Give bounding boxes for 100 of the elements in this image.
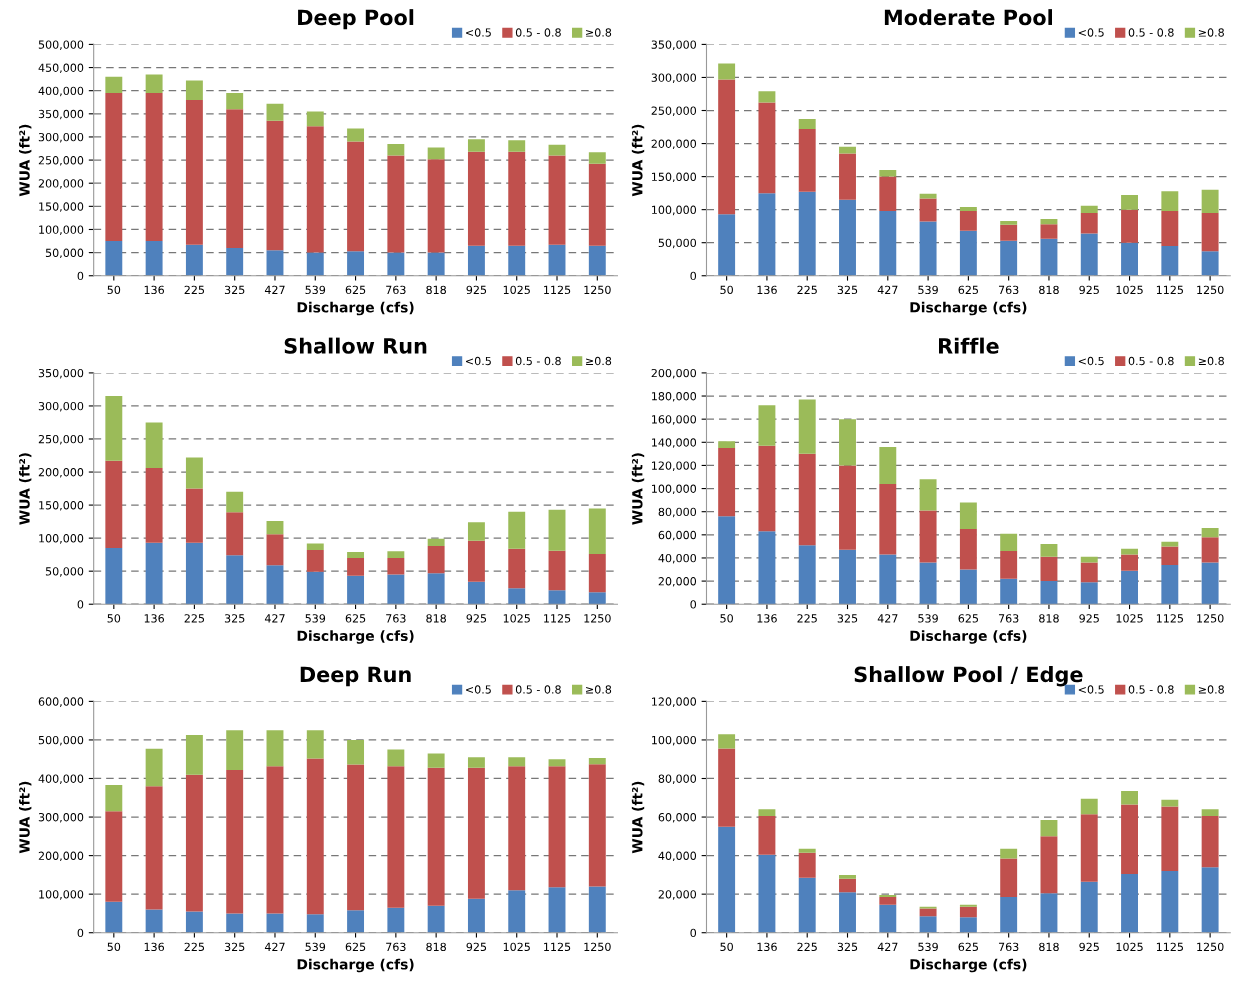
bar (758, 102, 776, 194)
bar (347, 251, 365, 276)
legend-label: <0.5 (1078, 28, 1104, 37)
bar (839, 874, 856, 879)
bar (798, 852, 816, 878)
x-tick-label: 325 (837, 285, 858, 295)
y-tick-label: 400,000 (38, 774, 84, 785)
bar (798, 453, 816, 546)
bar (839, 878, 856, 893)
bar (548, 244, 566, 276)
bar (427, 538, 445, 547)
bar (919, 562, 937, 605)
bar (919, 510, 937, 563)
bar (467, 581, 485, 605)
bar (508, 588, 526, 605)
y-tick-label: 300,000 (38, 132, 84, 143)
x-tick-label: 625 (958, 614, 979, 623)
bar (718, 214, 736, 276)
bar (718, 448, 736, 517)
bar (347, 552, 365, 558)
bar (306, 914, 324, 933)
x-tick-label: 539 (918, 614, 938, 623)
y-tick-label: 250,000 (38, 434, 84, 445)
bar (508, 766, 526, 891)
x-tick-label: 225 (184, 285, 205, 295)
x-tick-label: 50 (720, 942, 733, 952)
y-tick-label: 400,000 (38, 86, 84, 97)
bar (427, 147, 445, 160)
bar (1040, 819, 1058, 837)
y-tick-label: 80,000 (658, 507, 697, 518)
y-tick-label: 0 (690, 271, 697, 281)
y-tick-label: 160,000 (652, 415, 697, 425)
bar (758, 405, 776, 446)
x-tick-label: 50 (107, 285, 121, 295)
legend-label: <0.5 (466, 356, 491, 366)
bar (758, 193, 776, 276)
bar (798, 877, 816, 933)
bar (588, 152, 606, 164)
bar (467, 540, 485, 582)
x-tick-label: 763 (998, 285, 1019, 295)
x-tick-label: 427 (877, 285, 898, 294)
bar (105, 92, 123, 242)
bar (548, 509, 566, 551)
bar (306, 543, 324, 551)
bar (145, 241, 163, 276)
x-tick-label: 763 (386, 614, 406, 623)
y-tick-label: 250,000 (651, 106, 697, 117)
x-tick-label: 818 (426, 285, 446, 295)
y-tick-label: 600,000 (38, 697, 84, 707)
bar (1040, 893, 1058, 933)
bar (588, 163, 606, 246)
x-tick-label: 325 (224, 285, 245, 295)
bar (306, 111, 324, 127)
bar (839, 153, 856, 200)
x-tick-label: 1025 (503, 285, 530, 295)
bar (839, 199, 856, 276)
legend-label: ≥0.8 (586, 685, 612, 694)
x-tick-label: 1125 (1156, 285, 1183, 295)
chart-title: Riffle (939, 337, 999, 354)
bar (718, 748, 736, 827)
x-tick-label: 427 (264, 614, 285, 623)
chart-title: Moderate Pool (884, 9, 1053, 26)
bar (306, 730, 324, 759)
bar (105, 901, 123, 933)
bar (306, 126, 324, 253)
bar (266, 534, 284, 566)
y-tick-label: 120,000 (652, 461, 697, 471)
bar (508, 890, 526, 933)
y-tick-label: 100,000 (39, 225, 84, 235)
bar (758, 531, 776, 605)
bar (588, 245, 606, 276)
bar (347, 575, 365, 605)
y-tick-label: 100,000 (652, 205, 697, 216)
y-axis-title: WUA (ft²) (631, 781, 645, 854)
bar (588, 508, 606, 554)
bar (718, 79, 736, 215)
x-tick-label: 925 (1079, 285, 1099, 295)
bar (588, 886, 606, 933)
x-tick-label: 225 (184, 942, 205, 952)
bar (185, 244, 203, 276)
bar (959, 906, 977, 918)
x-axis-title: Discharge (cfs) (910, 958, 1027, 973)
bar (266, 520, 284, 535)
bar (1121, 209, 1138, 243)
bar (919, 908, 937, 917)
bar (758, 816, 776, 855)
x-tick-label: 925 (1079, 942, 1099, 952)
y-tick-label: 80,000 (658, 774, 697, 785)
y-tick-label: 20,000 (658, 890, 697, 900)
bar (306, 758, 324, 915)
bar (1040, 836, 1058, 894)
bar (145, 542, 163, 605)
x-tick-label: 1250 (1197, 285, 1224, 295)
bar (1161, 564, 1179, 605)
bar (266, 103, 284, 121)
y-tick-label: 0 (77, 271, 84, 281)
bar (427, 573, 445, 605)
bar (798, 545, 816, 605)
bar (1000, 551, 1018, 579)
bar (226, 730, 244, 771)
